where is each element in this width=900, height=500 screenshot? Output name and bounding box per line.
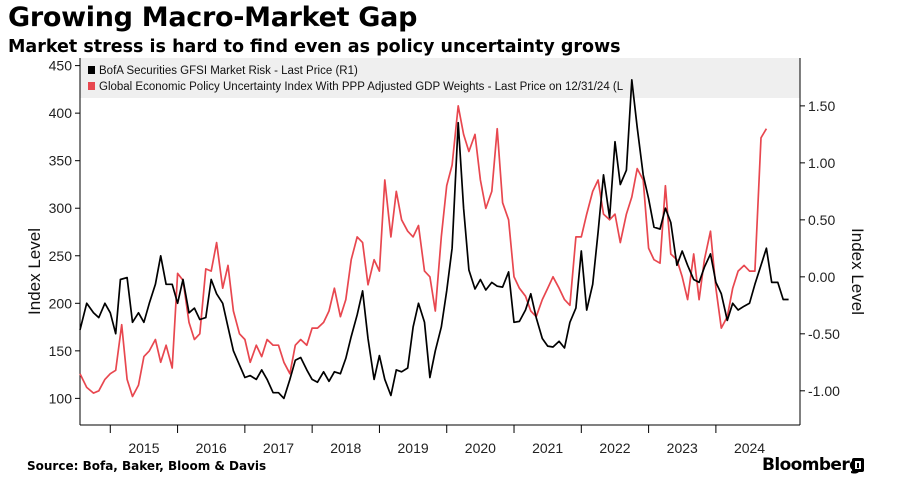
left-tick-label: 350 (49, 153, 73, 169)
series-line-market-risk (79, 79, 789, 400)
right-tick-label: -0.50 (808, 326, 840, 342)
source-note: Source: Bofa, Baker, Bloom & Davis (27, 459, 267, 473)
legend-swatch (88, 82, 95, 90)
right-tick-label: 1.00 (808, 155, 835, 171)
right-tick-label: 0.50 (808, 212, 835, 228)
left-axis-title: Index Level (25, 228, 44, 315)
left-tick-label: 400 (49, 105, 73, 121)
right-tick-label: 0.00 (808, 269, 835, 285)
left-tick-label: 150 (49, 343, 73, 359)
x-tick-label: 2024 (734, 440, 765, 456)
left-tick-label: 200 (49, 295, 73, 311)
legend: BofA Securities GFSI Market Risk - Last … (88, 65, 624, 93)
left-tick-label: 100 (49, 390, 73, 406)
series-layer (79, 79, 789, 400)
left-tick-label: 450 (49, 58, 73, 74)
right-tick-label: -1.00 (808, 383, 840, 399)
left-tick-label: 300 (49, 200, 73, 216)
x-tick-label: 2018 (330, 440, 361, 456)
x-tick-label: 2020 (465, 440, 496, 456)
chart-subtitle: Market stress is hard to find even as po… (8, 37, 621, 57)
legend-label: BofA Securities GFSI Market Risk - Last … (99, 65, 358, 77)
axes: 2015 2016 2017 2018 2019 2020 2021 2022 2023 2024… (25, 58, 867, 456)
bloomberg-logo: Bloomberg (762, 455, 861, 475)
legend-label: Global Economic Policy Uncertainty Index… (99, 81, 624, 93)
x-tick-label: 2021 (532, 440, 563, 456)
left-tick-label: 250 (49, 248, 73, 264)
series-line-policy-uncertainty (79, 105, 768, 398)
x-tick-label: 2023 (667, 440, 698, 456)
right-tick-label: 1.50 (808, 98, 835, 114)
legend-swatch (88, 66, 95, 74)
x-tick-label: 2017 (263, 440, 294, 456)
x-tick-label: 2022 (599, 440, 630, 456)
x-tick-label: 2016 (196, 440, 227, 456)
right-axis-title: Index Level (848, 228, 867, 315)
x-tick-label: 2015 (128, 440, 159, 456)
x-tick-label: 2019 (398, 440, 429, 456)
chart-title: Growing Macro-Market Gap (8, 2, 418, 33)
bloomberg-logo-icon (852, 458, 864, 472)
legend-background (80, 58, 800, 98)
